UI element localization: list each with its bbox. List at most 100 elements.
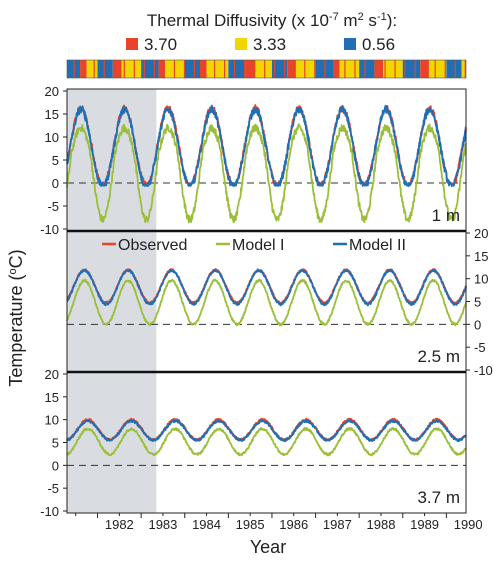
diffusivity-strip-streak bbox=[324, 60, 326, 78]
series-legend: Observed Model I Model II bbox=[102, 237, 406, 254]
diffusivity-strip-streak bbox=[434, 60, 436, 78]
diffusivity-strip-segment bbox=[86, 60, 98, 78]
x-tick-label: 1986 bbox=[279, 517, 308, 532]
x-tick-label: 1984 bbox=[192, 517, 221, 532]
x-tick-label: 1989 bbox=[410, 517, 439, 532]
diffusivity-strip-segment bbox=[374, 60, 384, 78]
y-tick-label: -5 bbox=[47, 199, 59, 214]
y-tick-label: 10 bbox=[45, 413, 59, 428]
y-tick-label: -5 bbox=[47, 481, 59, 496]
diffusivity-strip-streak bbox=[133, 60, 135, 78]
y-tick-label: -10 bbox=[474, 363, 493, 378]
y-tick-label: -5 bbox=[474, 340, 486, 355]
series-legend-label: Model I bbox=[232, 237, 284, 254]
y-tick-label: 0 bbox=[474, 317, 481, 332]
diffusivity-legend-label: 0.56 bbox=[362, 35, 395, 54]
diffusivity-strip-streak bbox=[304, 60, 306, 78]
diffusivity-strip-segment bbox=[271, 60, 288, 78]
diffusivity-strip-streak bbox=[334, 60, 336, 78]
diffusivity-strip-streak bbox=[444, 60, 446, 78]
diffusivity-strip-segment bbox=[446, 60, 462, 78]
diffusivity-strip-segment bbox=[461, 60, 466, 78]
diffusivity-strip-segment bbox=[428, 60, 447, 78]
diffusivity-strip-segment bbox=[383, 60, 403, 78]
diffusivity-strip-streak bbox=[143, 60, 145, 78]
x-tick-label: 1982 bbox=[105, 517, 134, 532]
y-tick-label: 15 bbox=[45, 390, 59, 405]
diffusivity-strip-streak bbox=[83, 60, 85, 78]
diffusivity-strip-streak bbox=[123, 60, 125, 78]
diffusivity-strip-segment bbox=[206, 60, 229, 78]
diffusivity-strip-streak bbox=[414, 60, 416, 78]
chart-header: Thermal Diffusivity (x 10-7 m2 s-1): 3.7… bbox=[66, 11, 467, 79]
panel: -10 -5 0 5 10 15 20 3.7 m bbox=[40, 367, 467, 519]
x-tick-label: 1985 bbox=[236, 517, 265, 532]
y-tick-label: 10 bbox=[45, 130, 59, 145]
series-legend-label: Model II bbox=[349, 237, 406, 254]
diffusivity-strip-segment bbox=[158, 60, 166, 78]
diffusivity-strip-streak bbox=[284, 60, 286, 78]
diffusivity-strip-streak bbox=[454, 60, 456, 78]
diffusivity-strip-streak bbox=[264, 60, 266, 78]
series-line-model-i bbox=[66, 426, 467, 457]
diffusivity-strip-segment bbox=[339, 60, 360, 78]
y-tick-label: -10 bbox=[40, 222, 59, 237]
depth-label: 3.7 m bbox=[417, 488, 460, 507]
diffusivity-strip-streak bbox=[103, 60, 105, 78]
diffusivity-legend: 3.70 3.33 0.56 bbox=[126, 35, 395, 54]
diffusivity-strip-streak bbox=[464, 60, 466, 78]
diffusivity-strip-streak bbox=[213, 60, 216, 78]
y-tick-label: 5 bbox=[52, 153, 59, 168]
diffusivity-strip-streak bbox=[223, 60, 226, 78]
diffusivity-strip-streak bbox=[73, 60, 75, 78]
depth-label: 2.5 m bbox=[417, 347, 460, 366]
diffusivity-legend-label: 3.33 bbox=[253, 35, 286, 54]
diffusivity-strip-segment bbox=[112, 60, 122, 78]
y-tick-label: 5 bbox=[474, 295, 481, 310]
y-axis-label: Temperature (oC) bbox=[6, 249, 26, 386]
y-tick-label: 10 bbox=[474, 272, 488, 287]
chart-title: Thermal Diffusivity (x 10-7 m2 s-1): bbox=[147, 11, 397, 30]
panels: -10 -5 0 5 10 15 20 1 m -10 -5 0 5 10 15 20 2.5 m -10 -5 0… bbox=[40, 84, 493, 519]
panel: -10 -5 0 5 10 15 20 1 m bbox=[40, 84, 467, 237]
diffusivity-legend-swatch bbox=[344, 38, 356, 50]
diffusivity-strip-streak bbox=[364, 60, 366, 78]
diffusivity-strip-streak bbox=[384, 60, 386, 78]
diffusivity-strip-streak bbox=[354, 60, 356, 78]
x-tick-label: 1987 bbox=[323, 517, 352, 532]
depth-label: 1 m bbox=[432, 206, 460, 225]
x-axis: 1982 1983 1984 1985 1986 1987 1988 1989 1990 bbox=[75, 513, 483, 532]
diffusivity-strip-segment bbox=[121, 60, 142, 78]
diffusivity-strip-streak bbox=[274, 60, 276, 78]
diffusivity-strip-segment bbox=[359, 60, 375, 78]
y-tick-label: 20 bbox=[45, 84, 59, 99]
x-tick-label: 1983 bbox=[148, 517, 177, 532]
series-legend-label: Observed bbox=[118, 237, 187, 254]
diffusivity-strip-frame bbox=[66, 59, 467, 79]
diffusivity-strip-streak bbox=[203, 60, 206, 78]
diffusivity-strip-segment bbox=[80, 60, 87, 78]
diffusivity-strip-streak bbox=[93, 60, 95, 78]
diffusivity-strip-segment bbox=[287, 60, 296, 78]
y-tick-label: 15 bbox=[45, 107, 59, 122]
diffusivity-strip-streak bbox=[314, 60, 316, 78]
y-tick-label: 0 bbox=[52, 176, 59, 191]
diffusivity-strip-segment bbox=[333, 60, 340, 78]
diffusivity-strip-streak bbox=[163, 60, 166, 78]
diffusivity-strip-segment bbox=[402, 60, 421, 78]
x-axis-label: Year bbox=[250, 537, 286, 557]
diffusivity-strip-streak bbox=[394, 60, 396, 78]
series-line-model-ii bbox=[66, 268, 467, 307]
diffusivity-strip-streak bbox=[113, 60, 115, 78]
y-tick-label: 0 bbox=[52, 458, 59, 473]
diffusivity-legend-swatch bbox=[235, 38, 247, 50]
diffusivity-strip-streak bbox=[404, 60, 406, 78]
diffusivity-legend-label: 3.70 bbox=[144, 35, 177, 54]
y-tick-label: 20 bbox=[474, 226, 488, 241]
diffusivity-strip-streak bbox=[254, 60, 256, 78]
diffusivity-strip-streak bbox=[294, 60, 296, 78]
diffusivity-strip-segment bbox=[97, 60, 113, 78]
diffusivity-strip-streak bbox=[244, 60, 246, 78]
diffusivity-strip-streak bbox=[183, 60, 186, 78]
series-line-model-i bbox=[66, 123, 467, 224]
